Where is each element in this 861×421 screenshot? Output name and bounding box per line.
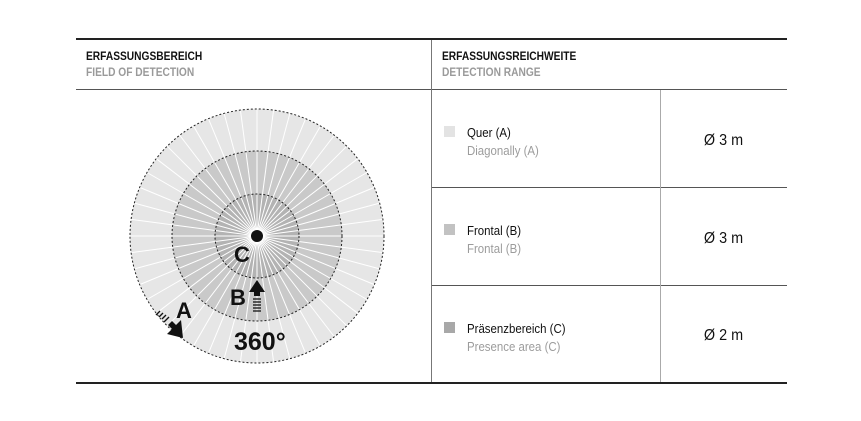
spoke bbox=[131, 235, 258, 254]
spoke bbox=[256, 235, 359, 314]
swatch-quer bbox=[444, 126, 455, 137]
spoke bbox=[179, 134, 258, 237]
field-of-detection-header: ERFASSUNGSBEREICH FIELD OF DETECTION bbox=[86, 48, 202, 80]
spoke bbox=[256, 235, 321, 347]
spoke bbox=[256, 235, 275, 362]
spoke bbox=[166, 235, 258, 327]
sensor-dot bbox=[251, 230, 263, 242]
spoke bbox=[131, 218, 258, 237]
spoke bbox=[256, 218, 383, 237]
column-divider bbox=[431, 40, 432, 382]
row-label-quer: Quer (A) Diagonally (A) bbox=[467, 124, 539, 160]
spoke bbox=[146, 235, 258, 300]
spoke bbox=[256, 110, 275, 237]
spoke bbox=[256, 202, 380, 237]
label-en: Presence area (C) bbox=[467, 339, 561, 354]
label-en: Diagonally (A) bbox=[467, 143, 539, 158]
spoke bbox=[207, 118, 258, 237]
header-en: DETECTION RANGE bbox=[442, 65, 541, 79]
spoke bbox=[139, 186, 258, 237]
label-en: Frontal (B) bbox=[467, 241, 522, 256]
spoke bbox=[256, 125, 321, 237]
spoke bbox=[256, 235, 383, 254]
header-en: FIELD OF DETECTION bbox=[86, 65, 195, 79]
row-divider bbox=[431, 285, 787, 286]
detection-range-header: ERFASSUNGSREICHWEITE DETECTION RANGE bbox=[442, 48, 576, 80]
spoke bbox=[155, 158, 258, 237]
spoke bbox=[239, 235, 258, 362]
zone-a-border bbox=[129, 108, 385, 364]
spoke bbox=[146, 172, 258, 237]
spoke bbox=[207, 235, 258, 354]
spokes bbox=[130, 109, 384, 363]
spoke bbox=[256, 158, 359, 237]
bottom-rule bbox=[76, 382, 787, 384]
zone-c-border bbox=[214, 193, 300, 279]
spoke bbox=[239, 110, 258, 237]
spoke bbox=[139, 235, 258, 286]
top-rule bbox=[76, 38, 787, 40]
swatch-frontal bbox=[444, 224, 455, 235]
spoke bbox=[256, 235, 335, 338]
spoke bbox=[134, 235, 258, 270]
spoke bbox=[256, 235, 348, 327]
header-de: ERFASSUNGSREICHWEITE bbox=[442, 49, 577, 63]
spoke bbox=[256, 235, 368, 300]
spoke bbox=[193, 125, 258, 237]
arrow-diagonal-icon bbox=[155, 310, 183, 338]
spoke bbox=[223, 113, 258, 237]
swatch-presence bbox=[444, 322, 455, 333]
label-c: C bbox=[234, 242, 250, 267]
spoke bbox=[193, 235, 258, 347]
spoke bbox=[256, 113, 291, 237]
value-presence: Ø 2 m bbox=[703, 327, 744, 344]
spoke bbox=[256, 145, 348, 237]
label-a: A bbox=[176, 298, 192, 323]
label-360: 360° bbox=[234, 328, 286, 356]
column-divider bbox=[660, 90, 661, 382]
label-de: Quer (A) bbox=[467, 125, 511, 140]
spoke bbox=[155, 235, 258, 314]
row-label-presence: Präsenzbereich (C) Presence area (C) bbox=[467, 320, 566, 356]
zone-b-border bbox=[171, 150, 343, 322]
row-divider bbox=[431, 187, 787, 188]
value-frontal: Ø 3 m bbox=[703, 230, 744, 247]
spoke bbox=[134, 202, 258, 237]
spoke bbox=[256, 235, 291, 359]
spoke bbox=[256, 235, 375, 286]
label-de: Frontal (B) bbox=[467, 223, 522, 238]
spoke bbox=[256, 118, 307, 237]
header-de: ERFASSUNGSBEREICH bbox=[86, 49, 203, 63]
label-b: B bbox=[230, 285, 246, 310]
arrow-up-icon bbox=[249, 280, 265, 312]
value-quer: Ø 3 m bbox=[703, 132, 744, 149]
spoke bbox=[223, 235, 258, 359]
spoke bbox=[256, 172, 368, 237]
spoke bbox=[256, 235, 307, 354]
spoke bbox=[256, 186, 375, 237]
spoke bbox=[166, 145, 258, 237]
label-de: Präsenzbereich (C) bbox=[467, 321, 566, 336]
row-label-frontal: Frontal (B) Frontal (B) bbox=[467, 222, 521, 258]
spoke bbox=[256, 235, 380, 270]
spoke bbox=[256, 134, 335, 237]
spoke bbox=[179, 235, 258, 338]
